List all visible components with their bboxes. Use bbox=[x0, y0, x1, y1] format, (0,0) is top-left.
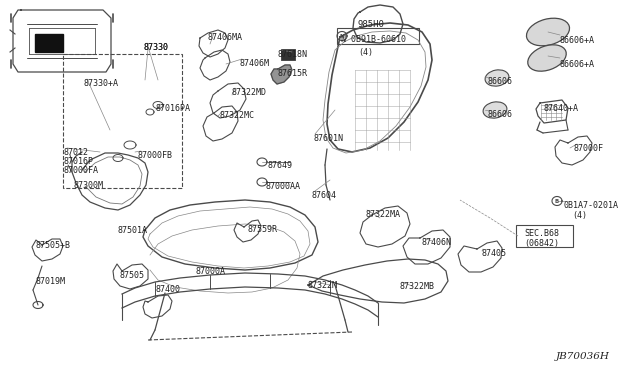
Text: 87322MD: 87322MD bbox=[231, 88, 266, 97]
Text: 87406MA: 87406MA bbox=[208, 33, 243, 42]
Text: 87330: 87330 bbox=[144, 43, 169, 52]
Text: (4): (4) bbox=[572, 211, 587, 220]
Text: (4): (4) bbox=[358, 48, 373, 57]
Text: 87406M: 87406M bbox=[239, 59, 269, 68]
Text: (06842): (06842) bbox=[524, 239, 559, 248]
Text: 87559R: 87559R bbox=[247, 225, 277, 234]
Text: 87322M: 87322M bbox=[307, 281, 337, 290]
Text: 87649: 87649 bbox=[268, 161, 293, 170]
Text: N 0B91B-60610: N 0B91B-60610 bbox=[341, 35, 406, 44]
Text: 87330+A: 87330+A bbox=[84, 79, 119, 88]
Text: 87505: 87505 bbox=[120, 271, 145, 280]
Text: 87000FA: 87000FA bbox=[63, 166, 98, 175]
Text: 87016PA: 87016PA bbox=[156, 104, 191, 113]
Text: 87505+B: 87505+B bbox=[35, 241, 70, 250]
Text: 87601N: 87601N bbox=[313, 134, 343, 143]
Text: 87000AA: 87000AA bbox=[266, 182, 301, 191]
Ellipse shape bbox=[528, 45, 566, 71]
Text: 86606: 86606 bbox=[487, 110, 512, 119]
Text: 87604: 87604 bbox=[312, 191, 337, 200]
Text: 87322MA: 87322MA bbox=[365, 210, 400, 219]
Text: 87615R: 87615R bbox=[278, 69, 308, 78]
Ellipse shape bbox=[483, 102, 507, 118]
Text: 87400: 87400 bbox=[155, 285, 180, 294]
Text: 87618N: 87618N bbox=[278, 50, 308, 59]
Text: 0B1A7-0201A: 0B1A7-0201A bbox=[563, 201, 618, 210]
Text: B: B bbox=[555, 199, 559, 203]
Text: 87019M: 87019M bbox=[36, 277, 66, 286]
Text: JB70036H: JB70036H bbox=[556, 352, 610, 361]
Text: 87012: 87012 bbox=[63, 148, 88, 157]
Text: 87000F: 87000F bbox=[574, 144, 604, 153]
Text: 87330: 87330 bbox=[144, 43, 169, 52]
Text: N: N bbox=[340, 33, 344, 38]
Text: 87016P: 87016P bbox=[63, 157, 93, 166]
Text: 87405: 87405 bbox=[481, 249, 506, 258]
Bar bbox=[281, 49, 295, 60]
Text: 87000FB: 87000FB bbox=[138, 151, 173, 160]
Text: 87501A: 87501A bbox=[117, 226, 147, 235]
Text: 87322MB: 87322MB bbox=[399, 282, 434, 291]
Text: 87000A: 87000A bbox=[196, 267, 226, 276]
Text: 86606+A: 86606+A bbox=[560, 60, 595, 69]
Polygon shape bbox=[271, 65, 292, 84]
Bar bbox=[35, 34, 63, 52]
Text: SEC.B68: SEC.B68 bbox=[524, 229, 559, 238]
Text: 86606+A: 86606+A bbox=[560, 36, 595, 45]
Text: 87640+A: 87640+A bbox=[543, 104, 578, 113]
Text: 87406N: 87406N bbox=[421, 238, 451, 247]
Text: 86606: 86606 bbox=[487, 77, 512, 86]
Text: 87300M: 87300M bbox=[73, 181, 103, 190]
Ellipse shape bbox=[527, 18, 570, 46]
Ellipse shape bbox=[485, 70, 509, 86]
Text: 985H0: 985H0 bbox=[357, 20, 384, 29]
Text: 87322MC: 87322MC bbox=[219, 111, 254, 120]
